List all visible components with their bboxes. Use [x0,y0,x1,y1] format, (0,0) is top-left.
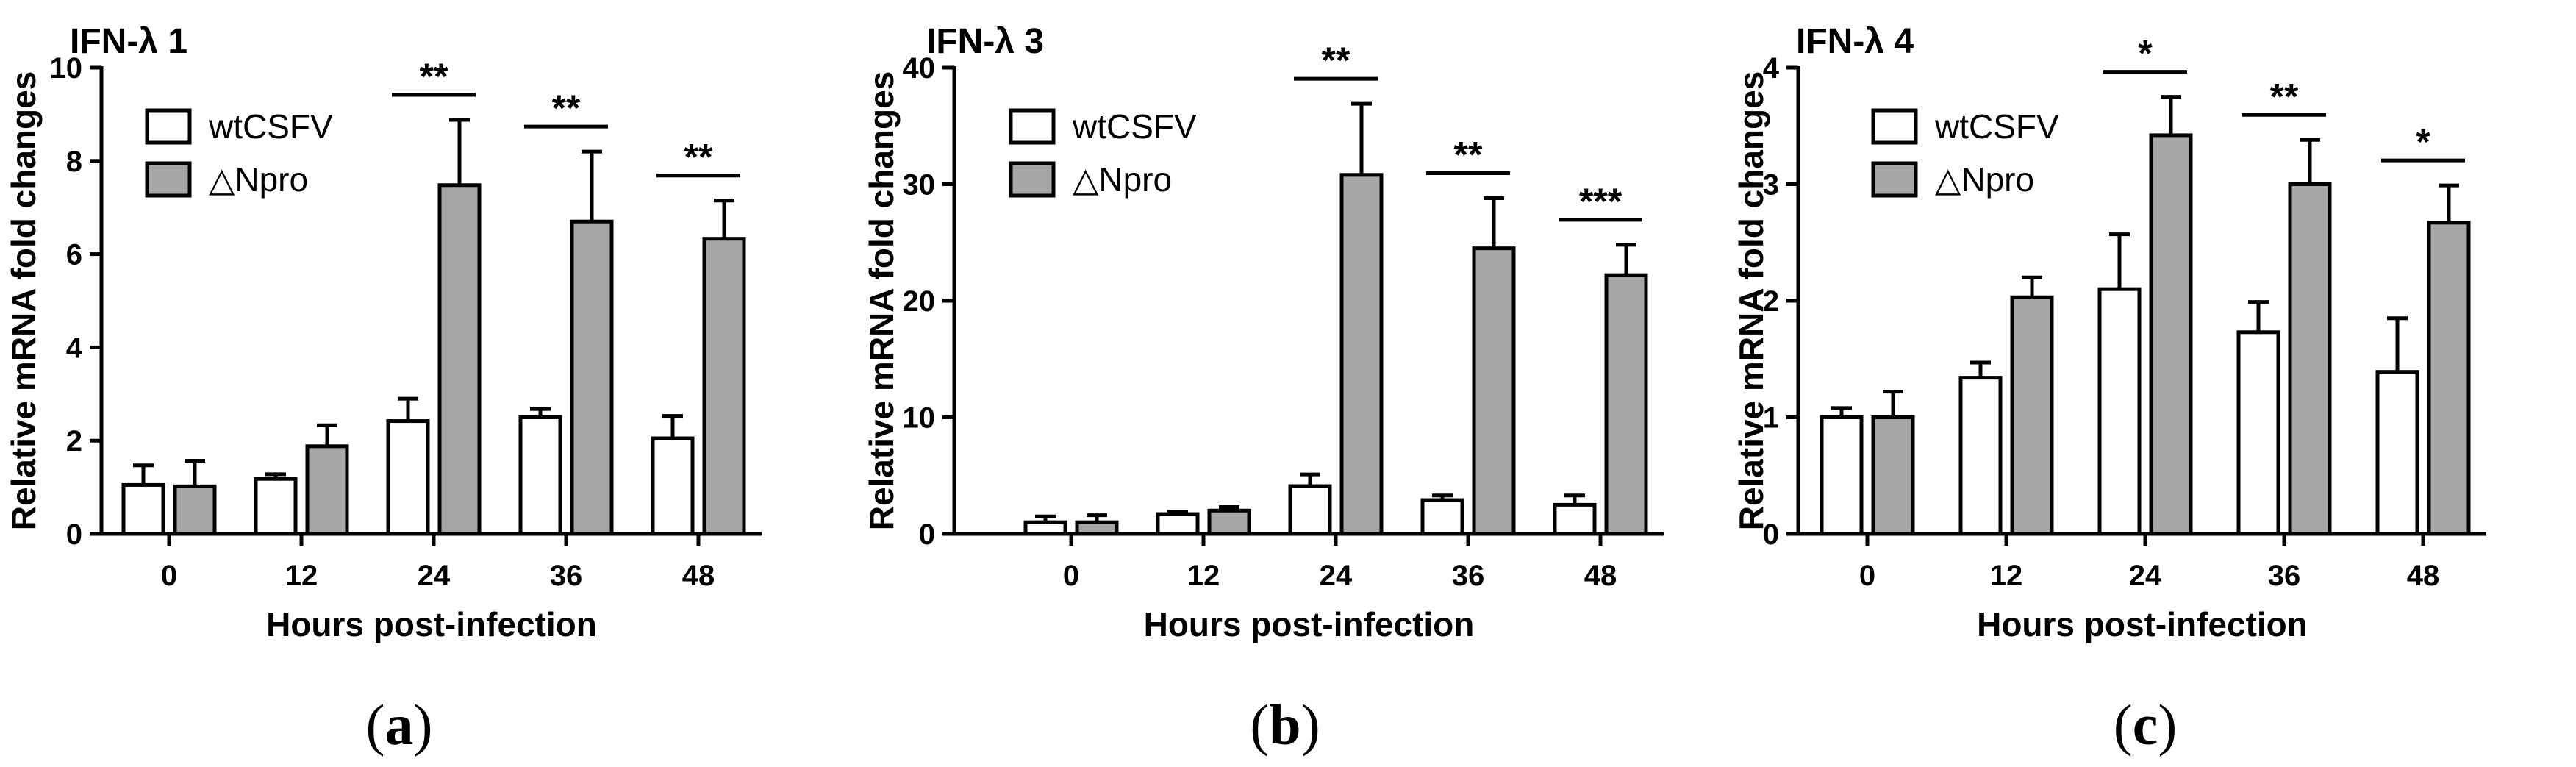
y-tick-label: 10 [50,52,83,85]
y-tick-label: 10 [903,402,936,435]
bar-npro-48h [2427,221,2471,536]
y-tick-label: 0 [66,518,82,551]
panel-letter: (a) [366,693,433,757]
bar-npro-36h [570,219,614,536]
x-tick-label: 12 [285,560,318,592]
x-tick-label: 12 [1187,560,1220,592]
chart-title: IFN-λ 4 [1796,22,1914,61]
bar-wtcsfv-48h [1553,502,1597,536]
x-tick-label: 12 [1990,560,2023,592]
x-axis-title: Hours post-infection [266,605,597,643]
bar-wtcsfv-12h [254,477,298,536]
bar-npro-36h [1472,246,1516,536]
legend-swatch-wtcsfv [145,108,192,145]
bar-wtcsfv-0h [121,482,165,536]
x-tick-label: 0 [1063,560,1079,592]
legend-swatch-npro [1871,161,1918,198]
significance-mark: ** [420,56,448,97]
panel-letter: (c) [2114,693,2178,757]
legend-label: wtCSFV [1072,107,1197,146]
bar-wtcsfv-0h [1023,520,1067,536]
significance-mark: ** [2270,76,2299,117]
y-tick-label: 6 [66,239,82,271]
bar-npro-0h [1075,520,1119,536]
y-tick-label: 30 [903,169,936,201]
y-tick-label: 3 [1763,169,1779,201]
bar-wtcsfv-48h [651,436,695,536]
bar-npro-24h [437,183,482,536]
legend-label: wtCSFV [1934,107,2059,146]
bar-npro-0h [173,484,217,536]
y-tick-label: 20 [903,285,936,318]
y-axis-title: Relative mRNA fold changes [4,71,43,531]
x-tick-label: 24 [1320,560,1353,592]
significance-mark: *** [1579,181,1622,222]
bar-npro-0h [1871,415,1915,536]
significance-mark: * [2416,121,2430,163]
chart-title: IFN-λ 3 [926,22,1044,61]
bar-npro-24h [1339,173,1384,536]
legend-swatch-wtcsfv [1009,108,1056,145]
bar-wtcsfv-36h [518,415,562,536]
y-axis-title: Relative mRNA fold changes [862,71,901,531]
legend-swatch-npro [145,161,192,198]
bar-wtcsfv-24h [386,419,430,536]
x-axis-title: Hours post-infection [1977,605,2308,643]
significance-mark: * [2138,33,2153,74]
x-tick-label: 24 [418,560,451,592]
x-tick-label: 24 [2129,560,2162,592]
y-tick-label: 0 [1763,518,1779,551]
x-tick-label: 36 [1452,560,1485,592]
significance-mark: ** [552,88,581,129]
bar-npro-12h [305,444,349,536]
bar-npro-36h [2288,182,2332,536]
x-axis-title: Hours post-infection [1144,605,1475,643]
significance-mark: ** [1454,135,1483,176]
x-tick-label: 48 [1584,560,1617,592]
bar-wtcsfv-48h [2375,370,2419,536]
legend-label: wtCSFV [208,107,333,146]
bar-npro-12h [2010,295,2054,536]
legend-swatch-wtcsfv [1871,108,1918,145]
bar-wtcsfv-0h [1820,415,1864,536]
bar-wtcsfv-12h [1156,512,1200,536]
panel-letter: (b) [1250,693,1320,757]
legend-swatch-npro [1009,161,1056,198]
bar-wtcsfv-24h [1288,484,1332,536]
x-tick-label: 48 [2407,560,2440,592]
bar-wtcsfv-24h [2097,287,2142,536]
x-tick-label: 0 [161,560,177,592]
bar-wtcsfv-36h [2236,330,2280,536]
y-tick-label: 40 [903,52,936,85]
y-tick-label: 4 [66,332,83,364]
x-tick-label: 36 [550,560,583,592]
y-tick-label: 8 [66,146,82,178]
x-tick-label: 0 [1859,560,1875,592]
x-tick-label: 48 [682,560,715,592]
bar-npro-48h [702,237,746,536]
significance-mark: ** [684,137,713,178]
y-tick-label: 1 [1763,402,1779,435]
y-axis-title: Relative mRNA fold changes [1732,71,1770,531]
legend-label: △Npro [1935,160,2034,199]
legend-label: △Npro [1073,160,1172,199]
bar-npro-12h [1207,508,1251,536]
y-tick-label: 0 [919,518,935,551]
legend-label: △Npro [209,160,308,199]
bar-wtcsfv-12h [1958,376,2003,536]
y-tick-label: 2 [66,425,82,457]
bar-npro-48h [1604,273,1648,536]
bar-npro-24h [2149,133,2193,536]
y-tick-label: 2 [1763,285,1779,318]
x-tick-label: 36 [2268,560,2301,592]
bar-wtcsfv-36h [1420,498,1464,536]
y-tick-label: 4 [1763,52,1780,85]
chart-title: IFN-λ 1 [70,22,187,61]
significance-mark: ** [1322,40,1350,81]
